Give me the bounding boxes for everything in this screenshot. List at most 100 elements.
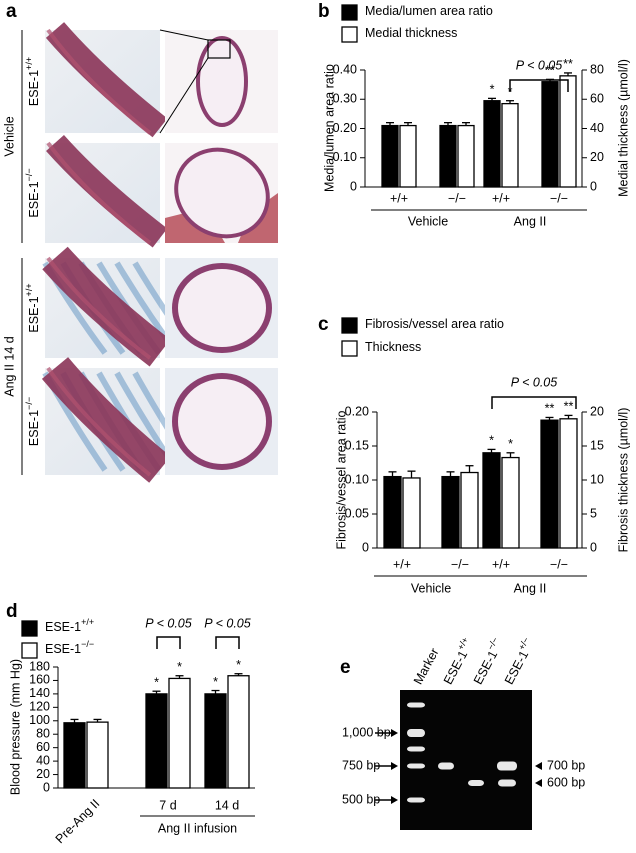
y-tick-label: 0.10 (333, 150, 357, 164)
arrow-head (391, 729, 398, 737)
gel-band (498, 779, 516, 787)
y-tick-label: 0.20 (333, 121, 357, 135)
arrow-head (535, 779, 542, 787)
y2-axis-label: Medial thickness (µmol/l) (616, 59, 630, 197)
x-tick-label: −/− (550, 557, 568, 571)
label-sup: −/− (24, 397, 34, 410)
legend-swatch (341, 317, 358, 334)
bracket (509, 79, 569, 92)
bar (457, 124, 475, 188)
gel (400, 690, 532, 830)
group-label: Vehicle (2, 116, 16, 156)
y-axis-label: Blood pressure (mm Hg) (8, 659, 22, 795)
x-tick-label: 7 d (159, 798, 176, 812)
label-base: ESE-1 (27, 181, 41, 217)
label-base: Marker (411, 646, 442, 687)
label-base: ESE-1 (441, 648, 470, 687)
gel-band (407, 702, 425, 708)
comparison-label: P < 0.05 (516, 58, 562, 72)
label-base: Medial thickness (365, 26, 457, 40)
label-sup: +/+ (24, 283, 34, 296)
y-tick-label: 0.30 (333, 92, 357, 106)
gel-band (407, 797, 425, 803)
significance: * (177, 660, 182, 674)
label-sup: −/− (24, 168, 34, 181)
comparison-label: P < 0.05 (511, 375, 557, 389)
zoom-line (159, 29, 209, 41)
group-label: Vehicle (411, 581, 451, 595)
group-label: Vehicle (408, 214, 448, 228)
bar (559, 418, 578, 549)
y2-tick-label: 15 (590, 438, 604, 452)
significance: * (490, 83, 495, 97)
label-base: Media/lumen area ratio (365, 4, 493, 18)
y-tick-label: 0.40 (333, 62, 357, 76)
label-base: ESE-1 (502, 648, 531, 687)
x-tick-label: Pre-Ang II (53, 797, 103, 847)
bar (482, 452, 501, 549)
x-tick-label: 14 d (215, 798, 239, 812)
zoom-line (159, 57, 209, 134)
vessel-wall-inner (46, 28, 152, 135)
label-sup: +/+ (81, 617, 94, 627)
y2-tick-label: 40 (590, 121, 604, 135)
group-label: Ang II (514, 214, 547, 228)
bar (227, 675, 250, 789)
group-label: Ang II (514, 581, 547, 595)
row-label: ESE-1+/+ (24, 283, 41, 332)
vessel-wall (41, 357, 171, 483)
vessel-wall-inner (46, 366, 152, 477)
x-tick-label: +/+ (393, 557, 411, 571)
gel-band (407, 763, 425, 769)
y-tick-label: 0.10 (345, 472, 369, 486)
label-base: ESE-1 (27, 70, 41, 106)
vessel-ring (172, 373, 272, 470)
y-tick-label: 80 (36, 727, 50, 741)
legend-label: Medial thickness (365, 26, 457, 40)
legend-label: ESE-1+/+ (45, 617, 94, 634)
lane-label: Marker (411, 646, 442, 687)
x-tick-label: −/− (451, 557, 469, 571)
gel-band (407, 746, 425, 752)
y-tick-label: 160 (29, 673, 50, 687)
row-label: ESE-1+/+ (24, 57, 41, 106)
bar (381, 124, 399, 188)
significance: ** (545, 402, 555, 416)
bar (168, 677, 191, 789)
legend-label: Thickness (365, 340, 421, 354)
bracket (215, 636, 240, 649)
group-label: Ang II infusion (158, 821, 237, 835)
bar (402, 477, 421, 549)
row-label: ESE-1−/− (24, 397, 41, 446)
significance: ** (545, 64, 555, 78)
label-sup: +/+ (456, 636, 471, 652)
bar (145, 693, 168, 789)
bar (501, 456, 520, 549)
y-axis-label: Media/lumen area ratio (322, 64, 336, 192)
significance: * (489, 434, 494, 448)
y-tick-label: 120 (29, 700, 50, 714)
panel-label: a (6, 1, 17, 22)
bar (483, 100, 501, 188)
x-tick-label: +/+ (492, 557, 510, 571)
y2-tick-label: 5 (590, 506, 597, 520)
vessel-ring (172, 263, 272, 353)
y-tick-label: 0.05 (345, 506, 369, 520)
bar (86, 721, 109, 789)
x-tick-label: −/− (550, 191, 568, 205)
group-label: Ang II 14 d (2, 336, 16, 397)
vessel-ring (196, 36, 248, 127)
bar (441, 475, 460, 549)
arrow-head (391, 796, 398, 804)
size-marker: 750 bp (342, 758, 380, 772)
legend-swatch (341, 340, 358, 357)
vessel-wall (45, 22, 168, 138)
legend-label: ESE-1−/− (45, 639, 94, 656)
significance: * (213, 675, 218, 689)
label-base: ESE-1 (45, 642, 81, 656)
y-tick-label: 0.20 (345, 404, 369, 418)
label-base: Thickness (365, 340, 421, 354)
y2-tick-label: 80 (590, 62, 604, 76)
y2-tick-label: 20 (590, 150, 604, 164)
significance: * (508, 437, 513, 451)
